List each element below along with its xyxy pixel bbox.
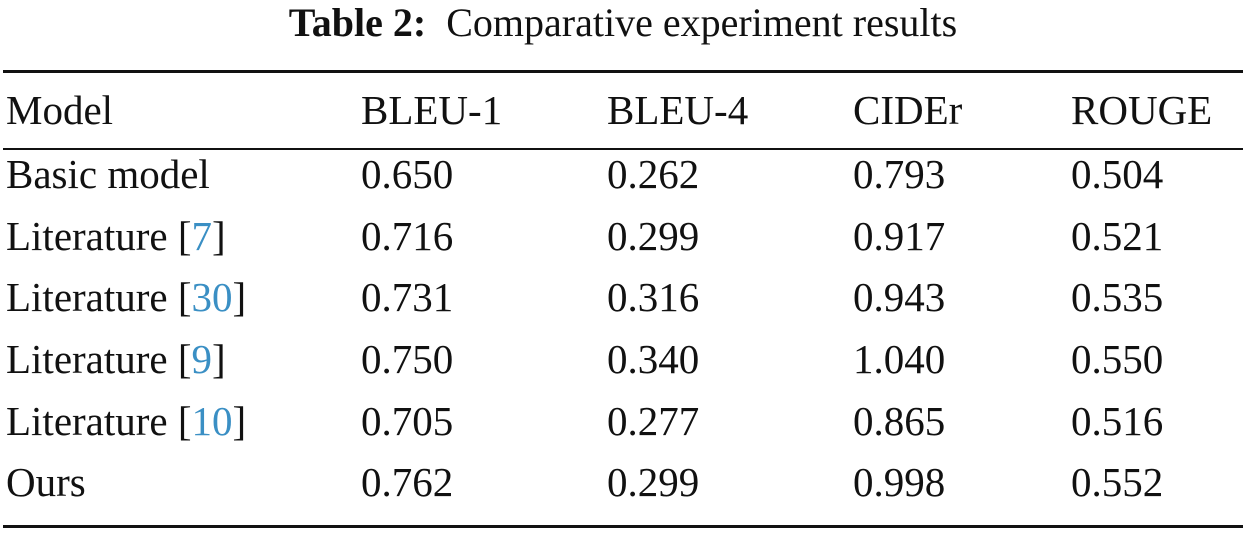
model-name: Basic model bbox=[6, 144, 210, 205]
table-caption-label: Table 2: bbox=[288, 0, 427, 45]
rouge-value: 0.504 bbox=[1071, 151, 1164, 197]
bleu4-value: 0.277 bbox=[607, 397, 700, 444]
cider-value: 0.793 bbox=[853, 151, 946, 197]
table-top-rule bbox=[3, 70, 1243, 73]
model-name: Ours bbox=[6, 452, 86, 513]
model-name: Literature [30] bbox=[6, 267, 246, 328]
bleu1-value: 0.716 bbox=[361, 212, 454, 259]
rouge-value: 0.550 bbox=[1071, 336, 1164, 383]
citation-link[interactable]: 9 bbox=[191, 336, 213, 383]
model-name-text: Literature [ bbox=[6, 212, 192, 259]
table-row: Literature [30] 0.731 0.316 0.943 0.535 bbox=[0, 267, 1246, 329]
cider-value: 0.865 bbox=[853, 397, 946, 444]
rouge-value: 0.535 bbox=[1071, 274, 1164, 321]
table-row: Ours 0.762 0.299 0.998 0.552 bbox=[0, 452, 1246, 514]
cider-value: 0.998 bbox=[853, 459, 946, 506]
cider-value: 0.917 bbox=[853, 212, 946, 259]
bleu4-value: 0.316 bbox=[607, 274, 700, 321]
bleu1-value: 0.750 bbox=[361, 336, 454, 383]
bleu4-value: 0.299 bbox=[607, 212, 700, 259]
rouge-value: 0.552 bbox=[1071, 459, 1164, 506]
results-table: Model BLEU-1 BLEU-4 CIDEr ROUGE Basic mo… bbox=[0, 78, 1246, 514]
bleu1-value: 0.650 bbox=[361, 151, 454, 197]
table-row: Basic model 0.650 0.262 0.793 0.504 bbox=[0, 144, 1246, 206]
citation-close-bracket: ] bbox=[212, 336, 226, 383]
citation-link[interactable]: 7 bbox=[191, 212, 213, 259]
column-header-rouge: ROUGE bbox=[1071, 87, 1213, 133]
rouge-value: 0.516 bbox=[1071, 397, 1164, 444]
table-caption-text: Comparative experiment results bbox=[446, 0, 958, 45]
model-name-text: Literature [ bbox=[6, 274, 192, 321]
cider-value: 0.943 bbox=[853, 274, 946, 321]
model-name: Literature [10] bbox=[6, 391, 246, 452]
model-name-text: Ours bbox=[6, 459, 86, 506]
citation-link[interactable]: 30 bbox=[191, 274, 233, 321]
column-header-model: Model bbox=[6, 87, 114, 133]
citation-close-bracket: ] bbox=[232, 274, 247, 321]
table-row: Literature [7] 0.716 0.299 0.917 0.521 bbox=[0, 206, 1246, 268]
column-header-bleu1: BLEU-1 bbox=[361, 87, 503, 133]
citation-close-bracket: ] bbox=[232, 397, 247, 444]
bleu4-value: 0.340 bbox=[607, 336, 700, 383]
table-header-row: Model BLEU-1 BLEU-4 CIDEr ROUGE bbox=[0, 78, 1246, 144]
table-row: Literature [10] 0.705 0.277 0.865 0.516 bbox=[0, 391, 1246, 453]
bleu1-value: 0.762 bbox=[361, 459, 454, 506]
model-name-text: Literature [ bbox=[6, 397, 192, 444]
table-header-rule bbox=[3, 148, 1243, 150]
bleu4-value: 0.262 bbox=[607, 151, 700, 197]
cider-value: 1.040 bbox=[853, 336, 946, 383]
model-name: Literature [7] bbox=[6, 206, 226, 267]
rouge-value: 0.521 bbox=[1071, 212, 1164, 259]
bleu1-value: 0.731 bbox=[361, 274, 454, 321]
bleu1-value: 0.705 bbox=[361, 397, 454, 444]
table-body: Basic model 0.650 0.262 0.793 0.504 Lite… bbox=[0, 144, 1246, 514]
model-name-text: Literature [ bbox=[6, 336, 192, 383]
bleu4-value: 0.299 bbox=[607, 459, 700, 506]
model-name: Literature [9] bbox=[6, 329, 226, 390]
column-header-cider: CIDEr bbox=[853, 87, 963, 133]
table-caption: Table 2: Comparative experiment results bbox=[0, 0, 1246, 52]
citation-close-bracket: ] bbox=[212, 212, 226, 259]
column-header-bleu4: BLEU-4 bbox=[607, 87, 749, 133]
table-row: Literature [9] 0.750 0.340 1.040 0.550 bbox=[0, 329, 1246, 391]
table-bottom-rule bbox=[3, 525, 1243, 528]
model-name-text: Basic model bbox=[6, 151, 210, 197]
citation-link[interactable]: 10 bbox=[191, 397, 233, 444]
